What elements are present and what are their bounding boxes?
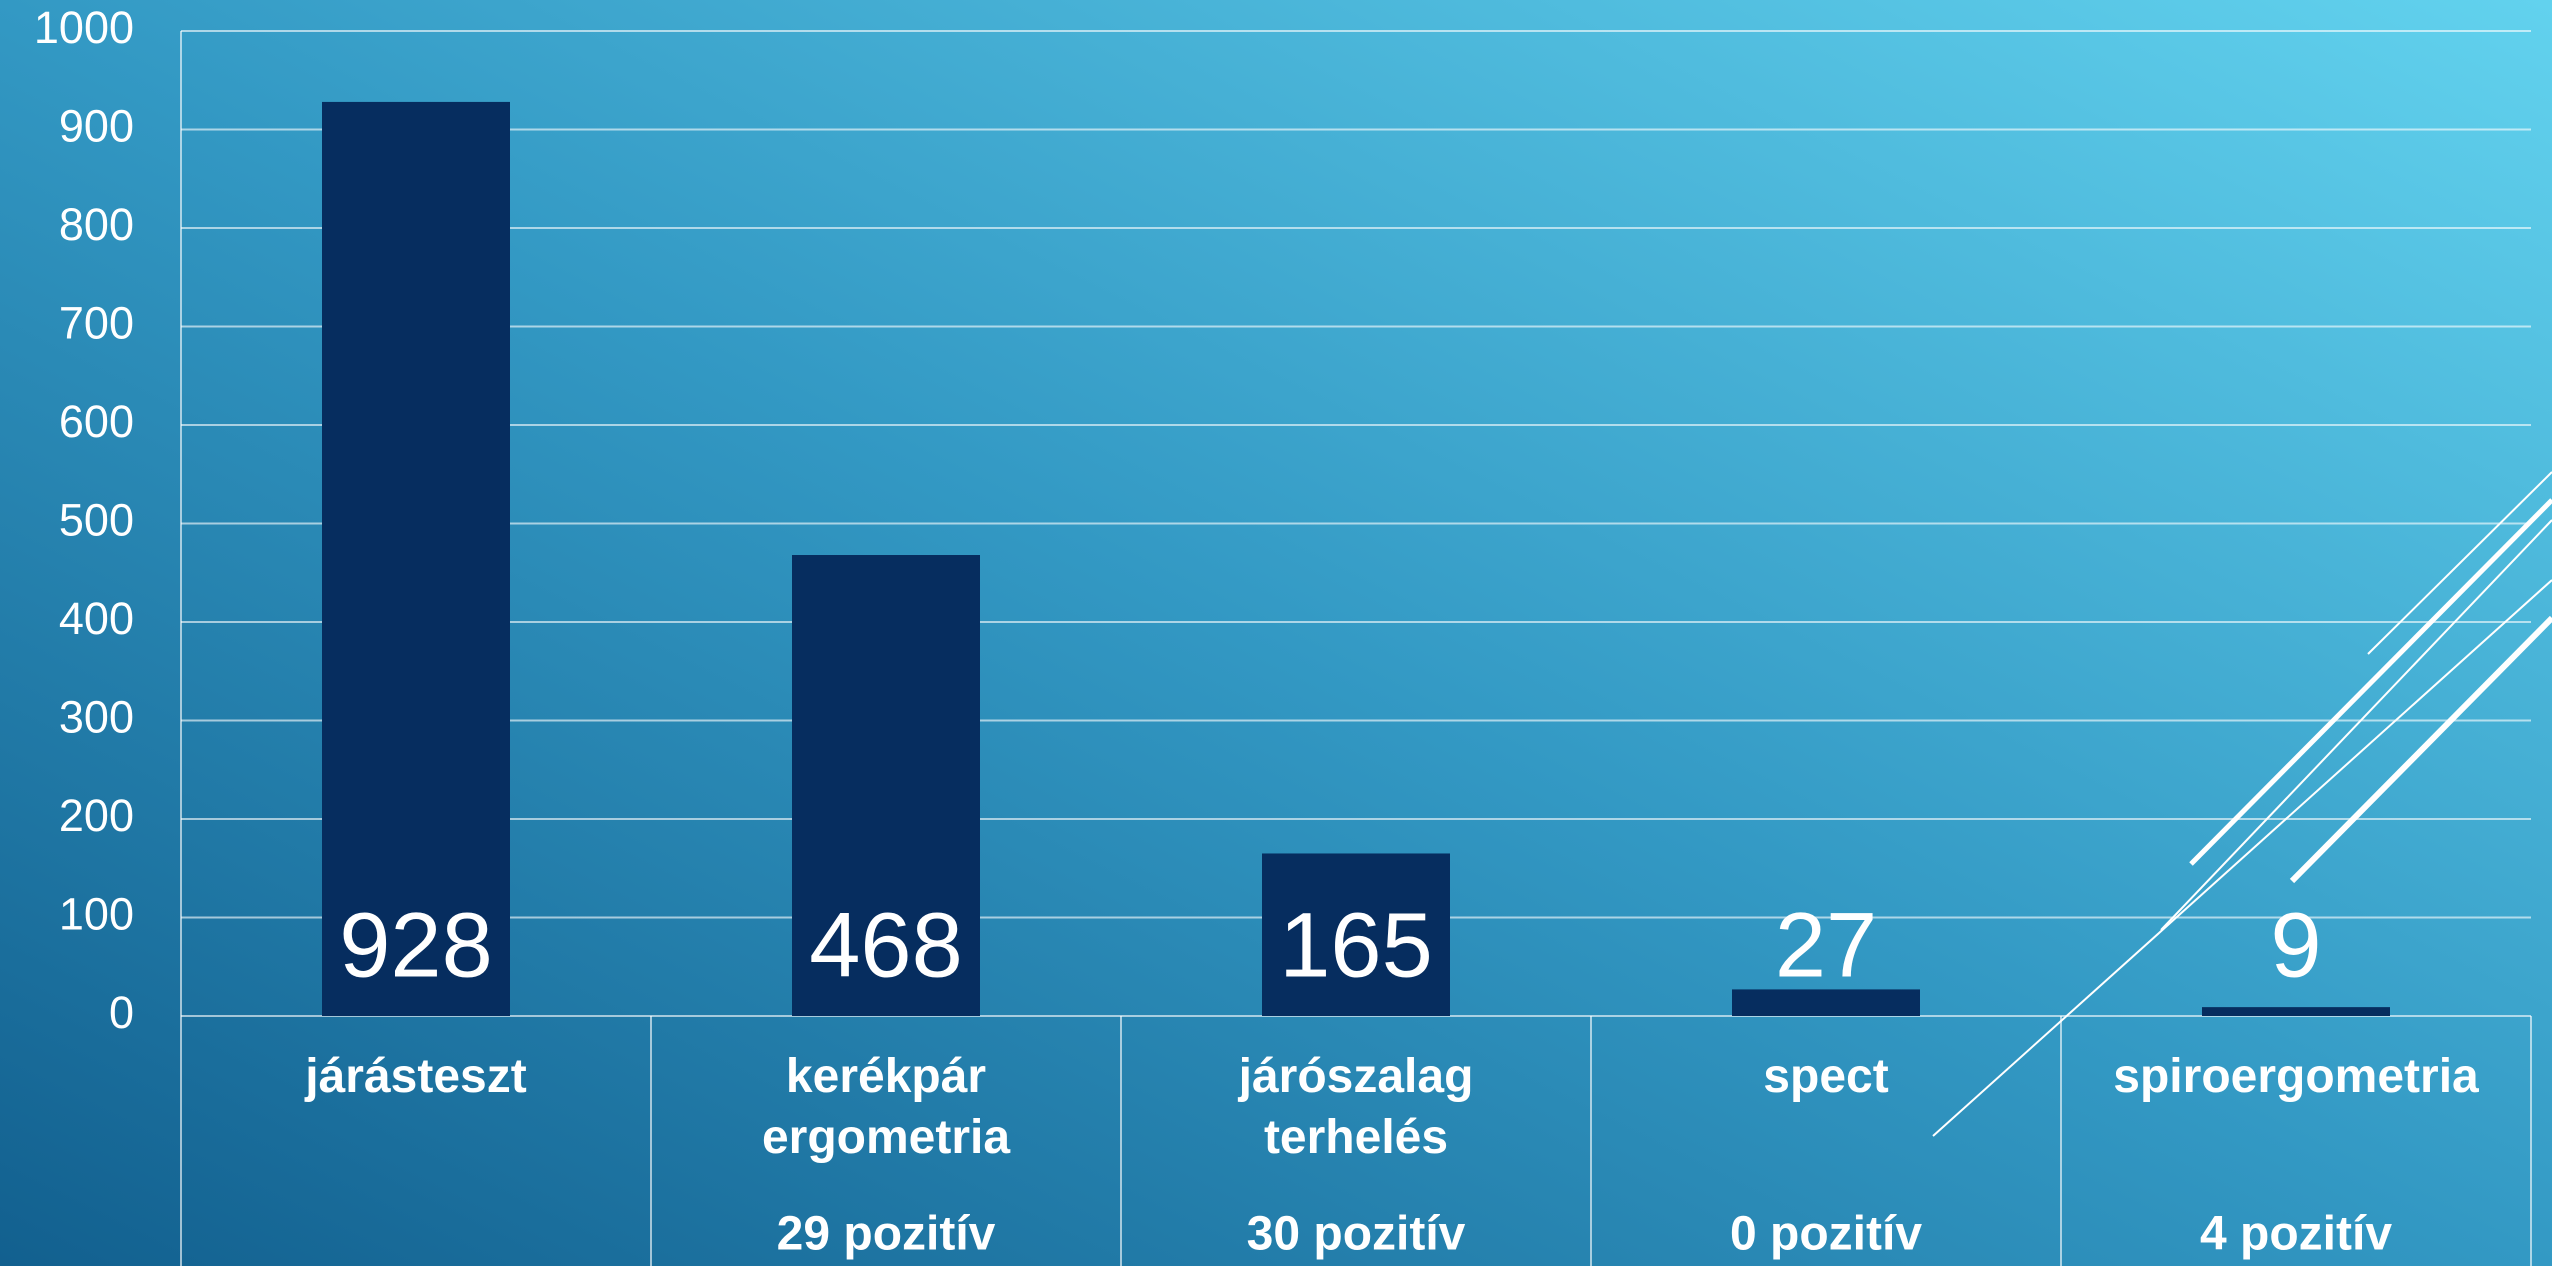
y-tick-label: 100 [59,888,134,939]
y-tick-label: 500 [59,494,134,545]
bar [792,555,980,1016]
note-label: 4 pozitív [2200,1208,2392,1261]
x-tick-label: járásteszt [304,1050,526,1103]
note-label: 0 pozitív [1730,1208,1922,1261]
value-label: 165 [1279,894,1433,996]
note-label: 30 pozitív [1247,1208,1466,1261]
bar [1262,853,1450,1016]
note-label: 29 pozitív [777,1208,996,1261]
bar [1732,989,1920,1016]
bar [322,101,510,1017]
y-tick-label: 300 [59,691,134,742]
x-tick-label: spiroergometria [2113,1050,2479,1103]
y-tick-label: 0 [109,987,134,1038]
bar [2202,1007,2390,1016]
value-label: 9 [2270,894,2321,996]
y-tick-label: 600 [59,396,134,447]
value-label: 928 [339,894,493,996]
value-label: 468 [809,894,963,996]
y-tick-label: 900 [59,100,134,151]
y-tick-label: 700 [59,297,134,348]
y-tick-label: 200 [59,790,134,841]
y-tick-label: 400 [59,593,134,644]
decoration [1932,471,2552,1137]
x-tick-label: kerékpár ergometria [762,1050,1010,1164]
y-tick-label: 1000 [34,2,134,53]
value-label: 27 [1775,894,1877,996]
y-tick-label: 800 [59,199,134,250]
x-tick-label: spect [1763,1050,1888,1103]
x-tick-label: járószalag terhelés [1238,1050,1474,1164]
